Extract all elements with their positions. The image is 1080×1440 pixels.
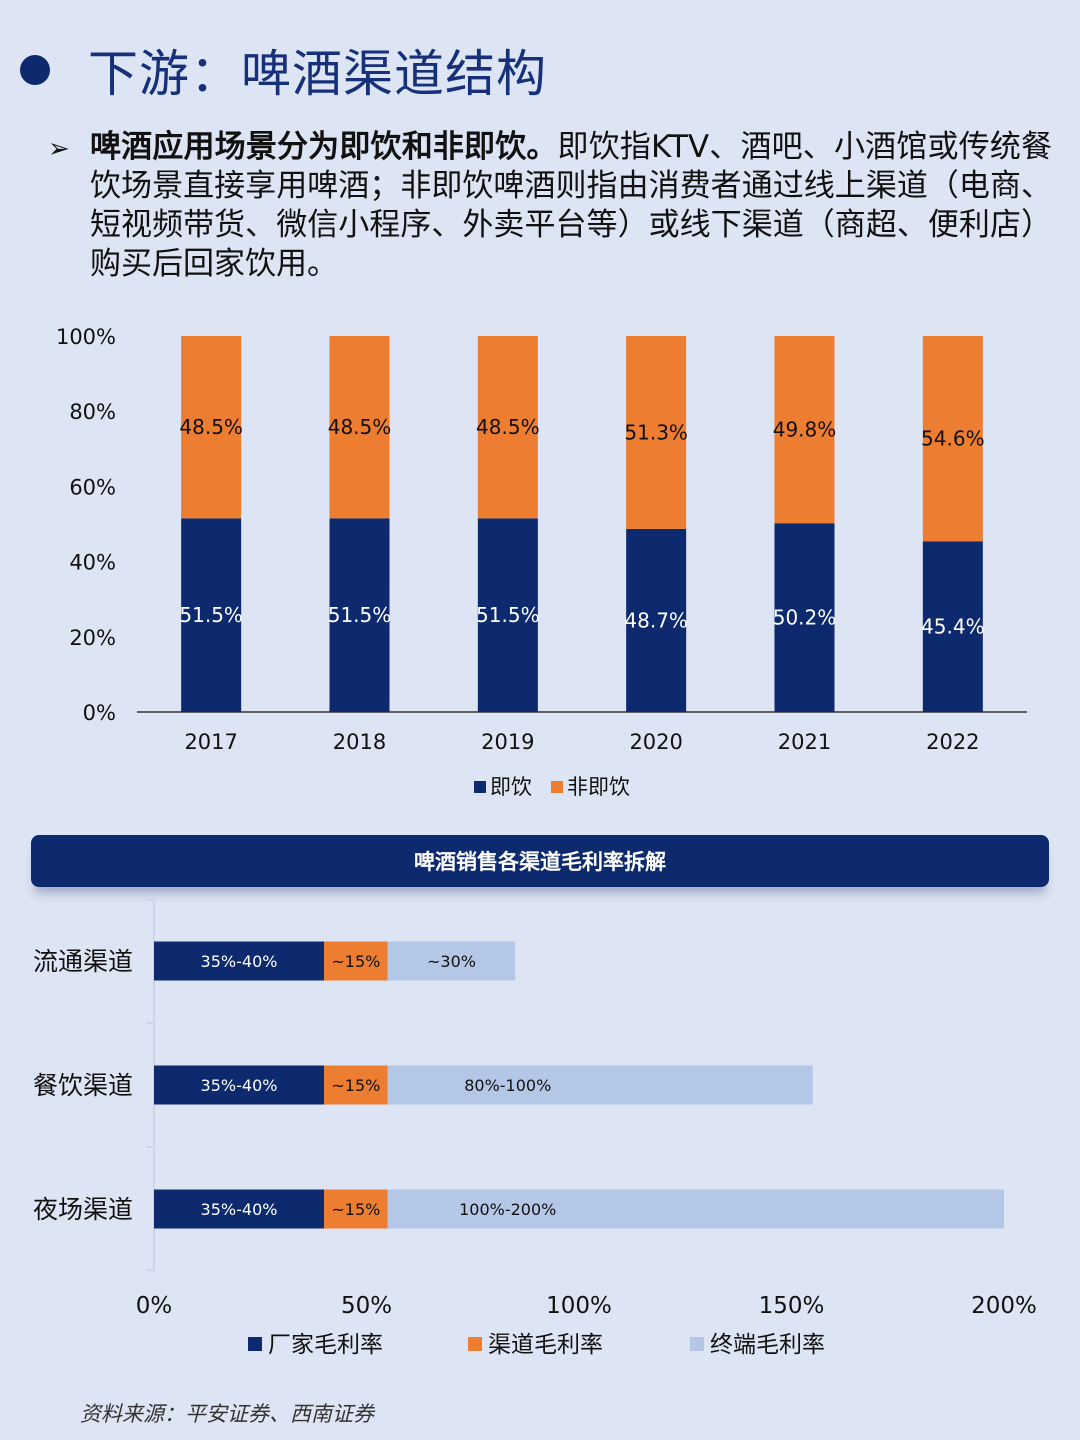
x-tick-label: 2019: [481, 730, 534, 754]
bar-segment: [387, 1065, 813, 1105]
x-tick-label: 2020: [629, 730, 682, 754]
x-tick-label: 2018: [333, 730, 386, 754]
data-label: 48.5%: [179, 415, 243, 439]
data-label: 51.5%: [476, 603, 540, 627]
bar-segment: [922, 336, 983, 542]
y-tick-label: 40%: [69, 551, 116, 575]
bar-segment: [154, 941, 324, 981]
data-label: ~15%: [331, 952, 380, 971]
x-tick-label: 100%: [546, 1293, 612, 1319]
x-tick-label: 2022: [926, 730, 979, 754]
bar-segment: [329, 336, 390, 519]
intro-paragraph: ➢ 啤酒应用场景分为即饮和非即饮。即饮指KTV、酒吧、小酒馆或传统餐饮场景直接享…: [48, 128, 1058, 284]
legend-swatch: [474, 781, 486, 793]
bar-segment: [922, 541, 983, 712]
bar-segment: [329, 518, 390, 712]
data-label: 80%-100%: [464, 1076, 551, 1095]
bar-segment: [387, 1189, 1004, 1229]
legend-label: 渠道毛利率: [488, 1332, 603, 1358]
bar-segment: [477, 518, 538, 712]
data-label: 35%-40%: [201, 1200, 278, 1219]
legend-label: 即饮: [490, 775, 532, 799]
bar-segment: [387, 941, 516, 981]
data-label: 54.6%: [921, 427, 985, 451]
bar-segment: [774, 336, 835, 524]
data-label: 45.4%: [921, 615, 985, 639]
bar-segment: [477, 336, 538, 519]
data-label: 49.8%: [773, 418, 837, 442]
bar-segment: [324, 1189, 388, 1229]
data-label: 51.3%: [624, 420, 688, 444]
bar-segment: [324, 1065, 388, 1105]
bar-segment: [774, 523, 835, 712]
legend-label: 终端毛利率: [710, 1332, 825, 1358]
margin-chart-title: 啤酒销售各渠道毛利率拆解: [31, 835, 1049, 887]
intro-bold: 啤酒应用场景分为即饮和非即饮。: [90, 129, 558, 165]
data-label: ~30%: [427, 952, 476, 971]
x-tick-label: 200%: [971, 1293, 1037, 1319]
data-label: 35%-40%: [201, 952, 278, 971]
legend-label: 非即饮: [567, 775, 630, 799]
data-label: 51.5%: [179, 603, 243, 627]
data-label: ~15%: [331, 1076, 380, 1095]
page-title: 下游：啤酒渠道结构: [88, 45, 547, 103]
x-tick-label: 0%: [136, 1293, 173, 1319]
y-tick-label: 60%: [69, 475, 116, 499]
data-label: 100%-200%: [459, 1200, 556, 1219]
margin-breakdown-chart: 流通渠道 35%-40% ~15% ~30% 餐饮渠道 35%-40% ~15% 80%-10…: [33, 899, 1037, 1358]
legend-swatch: [248, 1337, 262, 1351]
x-tick-label: 2017: [184, 730, 237, 754]
y-tick-label: 100%: [56, 325, 116, 349]
x-tick-label: 150%: [759, 1293, 825, 1319]
legend-swatch: [690, 1337, 704, 1351]
category-label: 流通渠道: [33, 947, 133, 976]
y-tick-label: 0%: [83, 701, 116, 725]
x-tick-label: 50%: [341, 1293, 392, 1319]
channel-structure-chart: 0% 20% 40% 60% 80% 100% 51.5% 48.5% 2017 51.5% 48.…: [56, 325, 1027, 799]
bar-segment: [626, 336, 687, 529]
bar-segment: [324, 941, 388, 981]
data-label: 48.5%: [476, 415, 540, 439]
intro-rest: 即饮指KTV、酒吧、小酒馆或传统餐饮场景直接享用啤酒；非即饮啤酒则指由消费者通过…: [90, 129, 1052, 282]
title-row: 下游：啤酒渠道结构: [20, 30, 547, 110]
legend-label: 厂家毛利率: [268, 1332, 383, 1358]
y-tick-label: 80%: [69, 400, 116, 424]
legend-swatch: [468, 1337, 482, 1351]
bar-segment: [154, 1189, 324, 1229]
source-note: 资料来源：平安证券、西南证券: [80, 1402, 374, 1426]
bar-segment: [626, 528, 687, 712]
x-tick-label: 2021: [778, 730, 831, 754]
data-label: 50.2%: [773, 606, 837, 630]
bar-segment: [181, 518, 242, 712]
category-label: 夜场渠道: [33, 1195, 133, 1224]
arrow-bullet-icon: ➢: [48, 134, 70, 164]
legend-swatch: [551, 781, 563, 793]
intro-text: 啤酒应用场景分为即饮和非即饮。即饮指KTV、酒吧、小酒馆或传统餐饮场景直接享用啤…: [90, 128, 1052, 284]
y-tick-label: 20%: [69, 626, 116, 650]
category-label: 餐饮渠道: [33, 1071, 133, 1100]
bullet-dot-icon: [20, 55, 50, 85]
data-label: 48.5%: [328, 415, 392, 439]
bar-segment: [181, 336, 242, 519]
data-label: 35%-40%: [201, 1076, 278, 1095]
bar-segment: [154, 1065, 324, 1105]
data-label: ~15%: [331, 1200, 380, 1219]
data-label: 51.5%: [328, 603, 392, 627]
data-label: 48.7%: [624, 608, 688, 632]
